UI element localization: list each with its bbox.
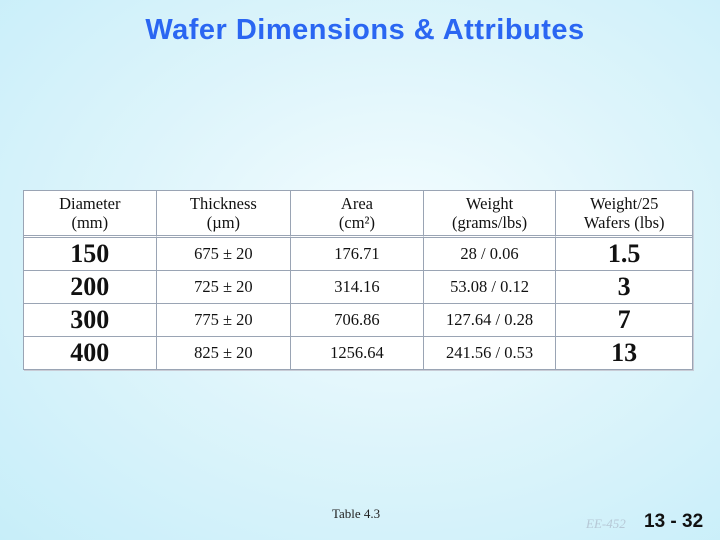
- cell-area: 176.71: [291, 238, 424, 271]
- cell-weight-25: 7: [556, 304, 692, 337]
- cell-weight-25: 3: [556, 271, 692, 304]
- cell-weight-25: 13: [611, 338, 638, 367]
- table-row: 400 825 ± 20 1256.64 241.56 / 0.53 13: [24, 337, 692, 369]
- slide-title: Wafer Dimensions & Attributes: [145, 14, 585, 46]
- cell-area: 314.16: [291, 271, 424, 304]
- table-row: 150 675 ± 20 176.71 28 / 0.06 1.5: [24, 238, 692, 271]
- cell-thickness: 775 ± 20: [156, 304, 292, 337]
- cell-weight-25: 1.5: [556, 238, 692, 271]
- table-row: 200 725 ± 20 314.16 53.08 / 0.12 3: [24, 271, 692, 304]
- header-weight: Weight (grams/lbs): [423, 191, 557, 238]
- cell-weight: 127.64 / 0.28: [423, 304, 557, 337]
- table-caption: Table 4.3: [332, 506, 381, 521]
- cell-area: 706.86: [291, 304, 424, 337]
- page-number: 13 - 32: [644, 511, 704, 532]
- cell-area: 1256.64: [291, 337, 424, 369]
- cell-weight: 53.08 / 0.12: [423, 271, 557, 304]
- cell-diameter: 200: [24, 271, 157, 304]
- course-label: EE-452: [586, 516, 626, 531]
- cell-diameter: 400: [24, 337, 157, 369]
- cell-diameter: 300: [24, 304, 157, 337]
- header-diameter: Diameter (mm): [24, 191, 157, 238]
- header-thickness: Thickness (µm): [156, 191, 292, 238]
- header-weight-25: Weight/25 Wafers (lbs): [556, 191, 692, 238]
- wafer-table: Diameter (mm) Thickness (µm) Area (cm²) Wei…: [23, 190, 693, 370]
- header-area: Area (cm²): [291, 191, 424, 238]
- table-header-row: Diameter (mm) Thickness (µm) Area (cm²) Wei…: [24, 191, 692, 238]
- cell-weight: 28 / 0.06: [423, 238, 557, 271]
- cell-diameter: 150: [24, 238, 157, 271]
- cell-thickness: 825 ± 20: [157, 337, 292, 369]
- cell-thickness: 725 ± 20: [156, 271, 292, 304]
- table-row: 300 775 ± 20 706.86 127.64 / 0.28 7: [24, 304, 692, 337]
- cell-weight: 241.56 / 0.53: [424, 337, 557, 369]
- cell-thickness: 675 ± 20: [156, 238, 292, 271]
